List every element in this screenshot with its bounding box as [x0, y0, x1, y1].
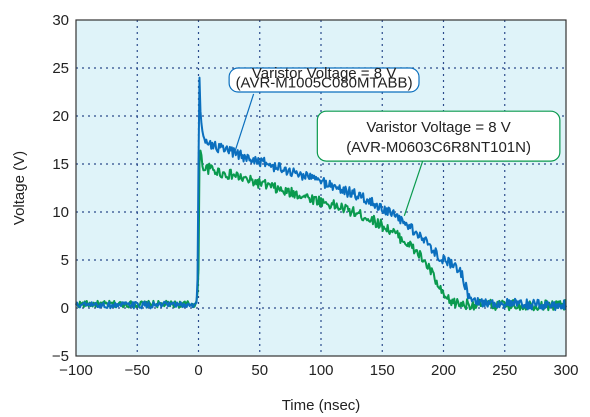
x-tick-label: 150: [370, 362, 395, 379]
x-tick-label: 200: [431, 362, 456, 379]
annotation-box-1: [228, 67, 420, 93]
y-tick-label: 25: [52, 60, 69, 77]
y-tick-label: −5: [52, 348, 69, 365]
y-tick-label: 20: [52, 108, 69, 125]
plot-frame: [75, 19, 567, 357]
x-tick-labels: −100 −50 0 50 100 150 200 250 300: [59, 362, 578, 379]
x-tick-label: 100: [308, 362, 333, 379]
data-series: [75, 76, 567, 312]
annotation-text-1-1: Varistor Voltage = 8 V: [252, 65, 396, 82]
annotations: Varistor Voltage = 8 V(AVR-M1005C080MTAB…: [228, 65, 561, 217]
y-tick-label: 5: [61, 252, 69, 269]
annotation-pointer-1: [234, 93, 255, 151]
y-axis-label: Voltage (V): [11, 151, 28, 225]
annotation-text-1-2: (AVR-M1005C080MTABB): [236, 75, 413, 92]
x-tick-label: 250: [492, 362, 517, 379]
x-tick-label: 0: [194, 362, 202, 379]
x-tick-label: −100: [59, 362, 93, 379]
x-tick-label: −50: [125, 362, 150, 379]
annotation-box-2: [316, 110, 561, 162]
x-tick-label: 300: [553, 362, 578, 379]
y-tick-label: 15: [52, 156, 69, 173]
y-tick-label: 30: [52, 12, 69, 29]
y-tick-labels: −5 0 5 10 15 20 25 30: [52, 12, 69, 365]
annotation-text-2-2: (AVR-M0603C6R8NT101N): [346, 139, 531, 156]
x-tick-label: 50: [251, 362, 268, 379]
series-line-2: [75, 76, 567, 312]
y-tick-label: 0: [61, 300, 69, 317]
y-tick-label: 10: [52, 204, 69, 221]
annotation-pointer-2: [403, 160, 424, 217]
annotation-text-2-1: Varistor Voltage = 8 V: [366, 119, 510, 136]
x-axis-label: Time (nsec): [282, 397, 361, 414]
